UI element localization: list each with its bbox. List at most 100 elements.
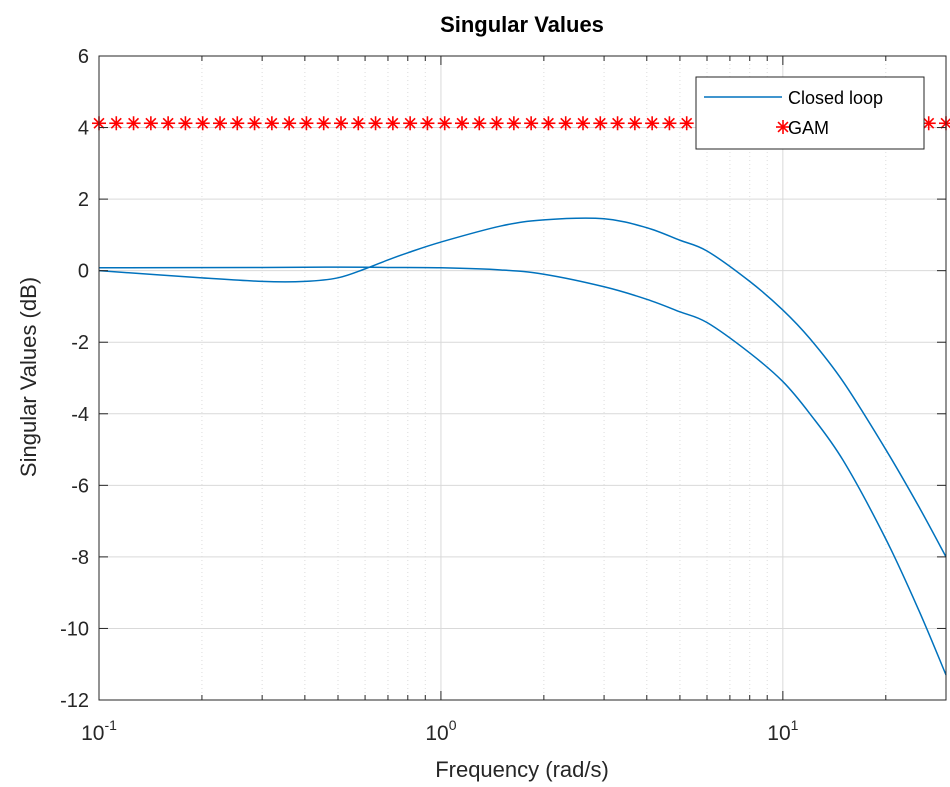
star-stroke [646,117,658,129]
star-stroke [283,117,295,129]
star-stroke [542,117,554,129]
y-tick-label: -10 [60,618,89,640]
gam-marker [524,116,539,131]
x-tick-label: 100 [425,717,456,745]
gam-marker [420,116,435,131]
y-tick-label: -2 [71,332,89,354]
gam-marker [558,116,573,131]
x-tick-label: 10-1 [81,717,117,745]
star-stroke [525,117,537,129]
star-stroke [231,117,243,129]
gam-marker [109,116,124,131]
plot-frame [98,55,947,701]
star-stroke [681,117,693,129]
x-axis-label: Frequency (rad/s) [435,757,609,782]
star-stroke [300,117,312,129]
closed-loop-curve [98,217,947,558]
star-stroke [197,117,209,129]
star-stroke [777,121,789,133]
gam-marker [489,116,504,131]
y-tick-label: 0 [78,261,89,283]
curve-layer [98,217,947,676]
gam-marker [334,116,348,131]
legend-label-gam: GAM [788,118,829,138]
y-tick-label: -6 [71,475,89,497]
tick-layer [98,55,947,701]
star-stroke [128,117,140,129]
star-stroke [491,117,503,129]
gam-marker [455,116,469,131]
gam-marker [576,116,590,131]
star-stroke [179,117,191,129]
gam-marker [645,116,660,131]
gam-marker [385,116,400,131]
gam-marker [610,116,625,131]
star-stroke [404,117,416,129]
gam-marker [247,116,262,131]
legend-label-closed-loop: Closed loop [788,88,883,108]
star-stroke [352,117,364,129]
y-tick-label: -12 [60,690,89,712]
star-stroke [162,117,174,129]
plot-area [99,56,946,700]
gam-marker [126,116,141,131]
star-stroke [508,117,520,129]
gam-marker [437,116,452,131]
gam-marker [472,116,487,131]
star-stroke [612,117,624,129]
gam-marker [264,116,279,131]
gam-marker [351,116,366,131]
star-stroke [560,117,572,129]
gam-marker [299,116,314,131]
gam-marker [230,116,245,131]
star-stroke [110,117,122,129]
star-stroke [370,117,382,129]
gam-marker [403,116,418,131]
gam-marker [506,116,521,131]
star-stroke [387,117,399,129]
star-stroke [923,117,935,129]
legend: Closed loop GAM [695,76,925,150]
star-stroke [335,117,347,129]
legend-marker-swatch [776,120,790,134]
star-stroke [145,117,157,129]
gam-marker [195,116,210,131]
gam-marker [921,116,936,131]
gam-marker [178,116,193,131]
star-stroke [266,117,278,129]
star-stroke [456,117,468,129]
closed-loop-curve [98,266,947,676]
star-stroke [214,117,226,129]
star-stroke [594,117,606,129]
star-stroke [439,117,451,129]
y-tick-labels: 6 4 2 0 -2 -4 -6 -8 -10 -12 [60,46,89,712]
star-stroke [421,117,433,129]
gam-marker [143,116,158,131]
gam-marker [316,116,331,131]
gam-marker [161,116,176,131]
gam-marker [282,116,297,131]
legend-box [695,76,925,150]
gam-marker [213,116,227,131]
gam-marker [662,116,677,131]
star-stroke [249,117,261,129]
star-stroke [629,117,641,129]
gam-marker [679,116,694,131]
star-stroke [577,117,589,129]
y-axis-label: Singular Values (dB) [16,277,41,477]
star-stroke [473,117,485,129]
y-tick-label: -4 [71,404,89,426]
gam-marker [368,116,383,131]
x-tick-label: 101 [767,717,798,745]
star-stroke [663,117,675,129]
y-tick-label: 6 [78,46,89,68]
x-tick-labels: 10-1 100 101 [81,717,799,745]
star-stroke [318,117,330,129]
y-tick-label: 2 [78,189,89,211]
chart-title: Singular Values [440,12,604,37]
gam-marker [593,116,608,131]
gam-marker [627,116,642,131]
legend-star-icon [776,120,790,134]
y-tick-label: 4 [78,118,89,140]
